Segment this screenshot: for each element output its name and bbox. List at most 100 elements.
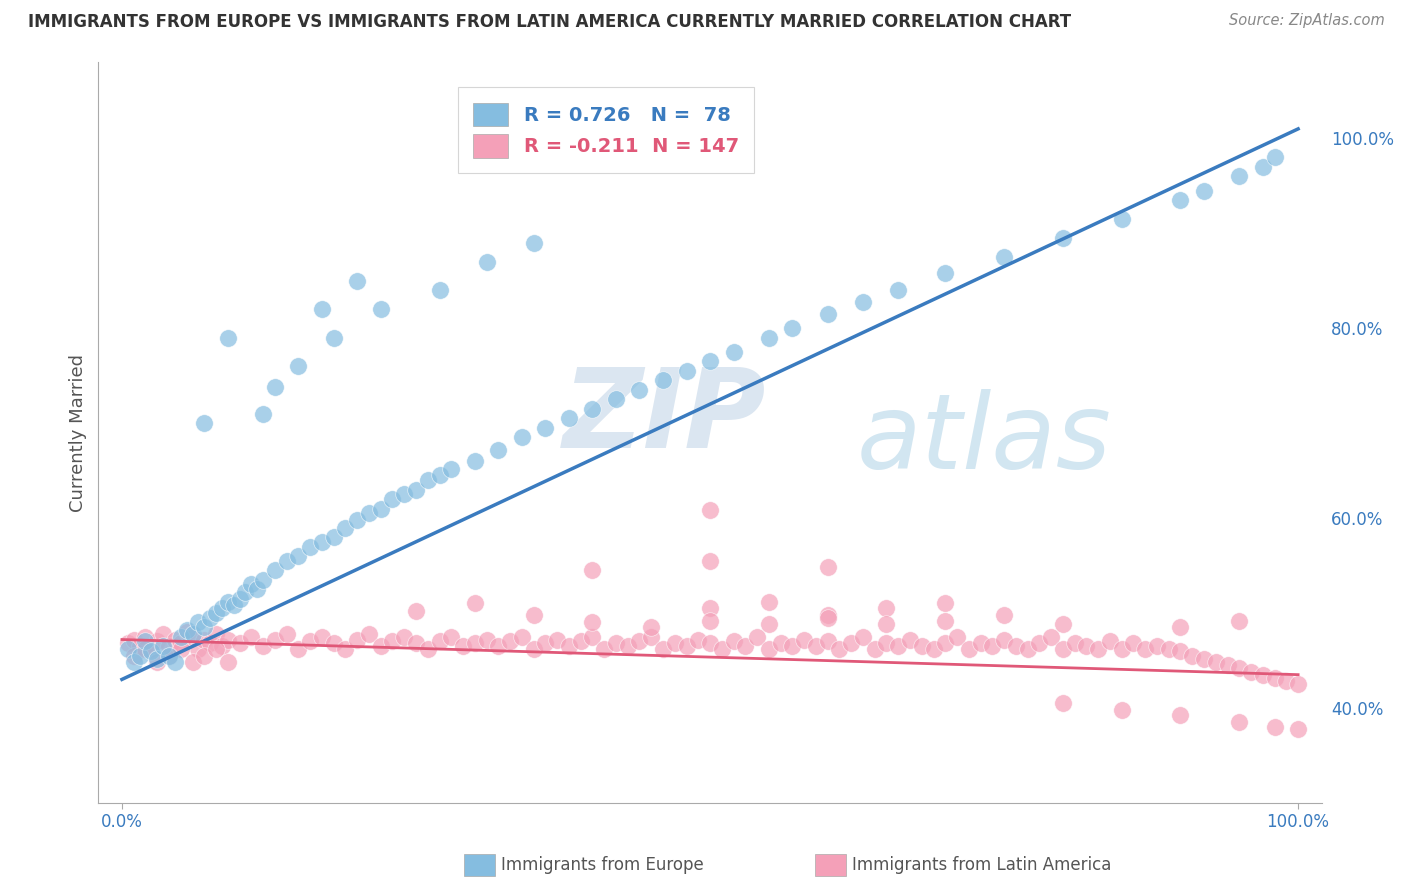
Point	[569, 634, 592, 648]
Point	[217, 632, 239, 647]
Point	[122, 632, 145, 647]
Point	[1157, 642, 1180, 657]
Point	[170, 642, 193, 657]
Point	[322, 530, 344, 544]
Point	[616, 639, 638, 653]
Text: Immigrants from Europe: Immigrants from Europe	[501, 856, 703, 874]
Point	[934, 266, 956, 280]
Point	[357, 506, 380, 520]
Point	[346, 513, 368, 527]
Point	[1004, 639, 1026, 653]
Point	[193, 632, 215, 647]
Point	[1170, 193, 1192, 207]
Point	[405, 483, 427, 497]
Point	[1170, 620, 1192, 634]
Point	[782, 321, 804, 335]
Point	[745, 630, 768, 644]
Point	[440, 461, 463, 475]
Point	[699, 354, 721, 368]
Point	[311, 302, 333, 317]
Point	[335, 520, 357, 534]
Point	[828, 642, 851, 657]
Point	[1286, 677, 1309, 691]
Point	[392, 630, 415, 644]
Point	[170, 630, 193, 644]
Point	[381, 491, 404, 506]
Point	[475, 632, 498, 647]
Point	[235, 585, 257, 599]
Point	[346, 632, 368, 647]
Point	[228, 591, 250, 606]
Point	[193, 620, 215, 634]
Point	[299, 634, 322, 648]
Point	[134, 634, 156, 648]
Point	[246, 582, 269, 597]
Point	[1264, 671, 1286, 685]
Point	[287, 359, 309, 374]
Point	[346, 274, 368, 288]
Point	[287, 549, 309, 563]
Point	[205, 642, 228, 657]
Point	[370, 501, 392, 516]
Point	[405, 636, 427, 650]
Legend: R = 0.726   N =  78, R = -0.211  N = 147: R = 0.726 N = 78, R = -0.211 N = 147	[458, 87, 755, 173]
Point	[252, 639, 274, 653]
Point	[1040, 630, 1063, 644]
Point	[534, 421, 557, 435]
Point	[287, 642, 309, 657]
Point	[699, 636, 721, 650]
Point	[546, 632, 568, 647]
Point	[416, 473, 439, 487]
Point	[723, 634, 745, 648]
Point	[817, 560, 839, 574]
Point	[141, 644, 163, 658]
Point	[240, 630, 263, 644]
Point	[1181, 648, 1204, 663]
Point	[1017, 642, 1039, 657]
Point	[1052, 642, 1074, 657]
Point	[198, 610, 221, 624]
Point	[252, 407, 274, 421]
Text: ZIP: ZIP	[564, 364, 766, 471]
Point	[875, 601, 897, 615]
Point	[322, 331, 344, 345]
Point	[1240, 665, 1263, 679]
Point	[181, 627, 204, 641]
Point	[128, 648, 150, 663]
Point	[152, 627, 174, 641]
Point	[128, 639, 150, 653]
Point	[817, 307, 839, 321]
Point	[1251, 667, 1274, 681]
Point	[198, 636, 221, 650]
Text: Source: ZipAtlas.com: Source: ZipAtlas.com	[1229, 13, 1385, 29]
Point	[392, 487, 415, 501]
Point	[758, 594, 780, 608]
Point	[852, 294, 875, 309]
Point	[758, 642, 780, 657]
Point	[699, 554, 721, 568]
Point	[276, 627, 298, 641]
Point	[1227, 715, 1250, 730]
Point	[181, 656, 204, 670]
Point	[817, 607, 839, 622]
Point	[176, 624, 198, 639]
Point	[934, 597, 956, 611]
Point	[157, 648, 180, 663]
Point	[429, 634, 451, 648]
Text: Immigrants from Latin America: Immigrants from Latin America	[852, 856, 1111, 874]
Point	[652, 373, 675, 387]
Point	[440, 630, 463, 644]
Point	[523, 607, 546, 622]
Point	[228, 636, 250, 650]
Point	[993, 632, 1015, 647]
Point	[451, 639, 474, 653]
Point	[157, 639, 180, 653]
Point	[1087, 642, 1109, 657]
Point	[852, 630, 875, 644]
Point	[163, 632, 186, 647]
Point	[593, 642, 616, 657]
Point	[934, 614, 956, 628]
Point	[758, 331, 780, 345]
Point	[211, 639, 233, 653]
Point	[734, 639, 756, 653]
